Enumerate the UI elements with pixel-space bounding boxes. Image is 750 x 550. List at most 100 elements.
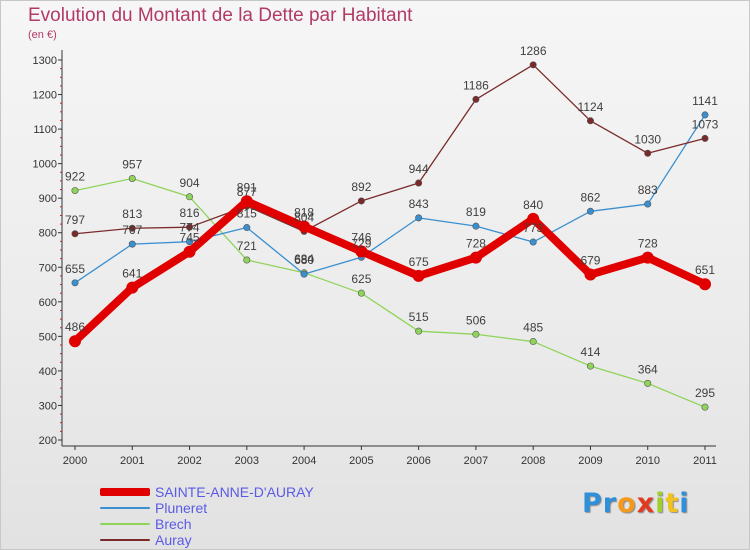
data-label-sainte-anne-d-auray: 486 — [65, 320, 85, 334]
data-point-sainte-anne-d-auray — [641, 251, 654, 264]
data-label-brech: 684 — [294, 252, 314, 266]
legend-item-pluneret: Pluneret — [100, 500, 360, 516]
data-point-pluneret — [472, 222, 480, 230]
data-label-auray: 797 — [65, 213, 85, 227]
data-point-auray — [415, 179, 423, 187]
data-label-sainte-anne-d-auray: 745 — [180, 231, 200, 245]
x-tick-label: 2000 — [63, 455, 87, 467]
data-label-pluneret: 767 — [122, 223, 142, 237]
data-point-brech — [357, 289, 365, 297]
data-label-sainte-anne-d-auray: 818 — [294, 206, 314, 220]
data-point-sainte-anne-d-auray — [699, 278, 711, 291]
data-point-auray — [644, 149, 652, 157]
data-point-brech — [701, 403, 709, 411]
data-point-sainte-anne-d-auray — [412, 269, 425, 282]
data-label-auray: 1186 — [463, 78, 489, 92]
x-tick-label: 2011 — [693, 455, 717, 467]
y-tick-label: 1000 — [33, 159, 57, 171]
data-label-brech: 364 — [638, 362, 658, 376]
y-tick-label: 1300 — [33, 55, 57, 67]
data-label-sainte-anne-d-auray: 651 — [695, 263, 715, 277]
data-point-auray — [586, 117, 594, 125]
data-label-brech: 515 — [409, 310, 429, 324]
data-label-pluneret: 815 — [237, 207, 257, 221]
y-tick-label: 900 — [39, 193, 57, 205]
data-point-pluneret — [128, 240, 136, 248]
data-point-auray — [71, 230, 79, 238]
data-label-pluneret: 773 — [523, 221, 543, 235]
logo-letter: P — [582, 488, 603, 519]
data-label-brech: 414 — [580, 345, 600, 359]
legend-label-brech: Brech — [155, 516, 192, 532]
data-label-auray: 804 — [294, 210, 314, 224]
data-label-auray: 813 — [122, 207, 142, 221]
data-label-brech: 957 — [122, 157, 142, 171]
data-point-auray — [701, 134, 709, 142]
data-label-sainte-anne-d-auray: 679 — [580, 254, 600, 268]
logo-letter: i — [655, 488, 666, 519]
data-label-sainte-anne-d-auray: 746 — [351, 230, 371, 244]
data-label-sainte-anne-d-auray: 728 — [638, 237, 658, 251]
data-label-auray: 1124 — [578, 100, 604, 114]
data-point-brech — [529, 338, 537, 346]
legend-label-pluneret: Pluneret — [155, 500, 208, 516]
y-tick-label: 1200 — [33, 90, 57, 102]
legend-item-brech: Brech — [100, 516, 360, 532]
data-label-auray: 816 — [180, 206, 200, 220]
y-tick-label: 300 — [39, 400, 57, 412]
data-point-brech — [243, 256, 251, 264]
x-tick-label: 2009 — [578, 455, 602, 467]
data-label-auray: 1286 — [520, 44, 547, 58]
legend-swatch-brech — [100, 523, 150, 525]
data-point-sainte-anne-d-auray — [527, 212, 540, 225]
logo-letter: x — [636, 488, 656, 519]
y-tick-label: 200 — [39, 435, 57, 447]
data-label-sainte-anne-d-auray: 675 — [409, 255, 429, 269]
logo-letter: i — [679, 488, 690, 519]
legend-swatch-pluneret — [100, 507, 150, 509]
y-tick-label: 400 — [39, 366, 57, 378]
data-label-pluneret: 655 — [65, 262, 85, 276]
data-point-auray — [472, 95, 480, 103]
data-point-pluneret — [586, 207, 594, 215]
data-point-brech — [472, 330, 480, 338]
data-label-pluneret: 729 — [351, 236, 371, 250]
data-label-auray: 944 — [409, 162, 429, 176]
logo-letter: o — [617, 488, 637, 519]
series-line-pluneret — [74, 114, 706, 284]
x-tick-label: 2008 — [521, 455, 545, 467]
legend-swatch-sainte-anne-d-auray — [100, 488, 150, 496]
data-label-brech: 485 — [523, 321, 543, 335]
data-label-pluneret: 1141 — [692, 94, 718, 108]
data-label-sainte-anne-d-auray: 840 — [523, 198, 543, 212]
data-point-sainte-anne-d-auray — [69, 335, 81, 348]
logo-letter: t — [665, 488, 680, 519]
data-point-pluneret — [243, 224, 251, 232]
x-tick-label: 2004 — [292, 455, 316, 467]
proxiti-logo: Proxiti — [582, 488, 690, 519]
data-point-brech — [186, 193, 194, 201]
data-point-pluneret — [186, 238, 194, 246]
data-label-sainte-anne-d-auray: 641 — [122, 267, 142, 281]
data-point-sainte-anne-d-auray — [126, 281, 139, 294]
data-label-auray: 892 — [351, 180, 371, 194]
data-point-pluneret — [644, 200, 652, 208]
x-tick-label: 2010 — [635, 455, 659, 467]
legend-swatch-auray — [100, 539, 150, 541]
legend-label-sainte-anne-d-auray: SAINTE-ANNE-D'AURAY — [155, 484, 314, 500]
data-label-brech: 625 — [351, 272, 371, 286]
data-label-sainte-anne-d-auray: 891 — [237, 180, 257, 194]
data-label-brech: 506 — [466, 313, 486, 327]
y-tick-label: 500 — [39, 331, 57, 343]
data-label-auray: 1030 — [634, 132, 661, 146]
data-point-sainte-anne-d-auray — [183, 245, 196, 258]
data-point-brech — [71, 187, 79, 195]
data-point-pluneret — [701, 111, 709, 119]
data-label-pluneret: 843 — [409, 197, 429, 211]
y-tick-label: 600 — [39, 297, 57, 309]
chart-title: Evolution du Montant de la Dette par Hab… — [28, 5, 413, 26]
data-label-sainte-anne-d-auray: 728 — [466, 237, 486, 251]
data-label-pluneret: 819 — [466, 205, 486, 219]
x-tick-label: 2003 — [235, 455, 259, 467]
